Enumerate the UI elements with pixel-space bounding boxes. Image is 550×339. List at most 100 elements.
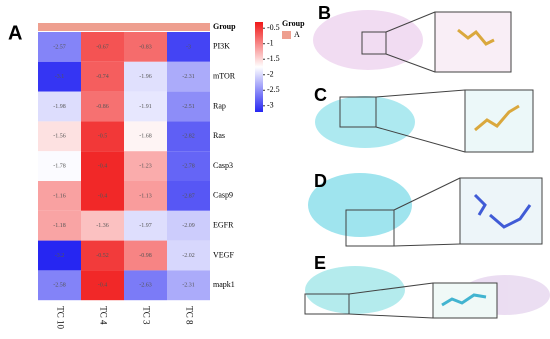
heat-cell <box>167 270 210 301</box>
cell-label: -0.52 <box>96 253 109 259</box>
protein <box>315 96 415 148</box>
heat-cell <box>124 210 167 241</box>
cell-label: -0.5 <box>98 134 108 140</box>
cell-label: -0.4 <box>98 163 108 169</box>
row-label: PI3K <box>213 42 230 51</box>
cell-label: -0.4 <box>98 193 108 199</box>
heat-cell <box>38 121 81 152</box>
heat-cell <box>167 121 210 152</box>
colorbar-tick-label: -0.5 <box>267 23 280 32</box>
cell-label: -1.16 <box>53 193 66 199</box>
cell-label: -1.97 <box>139 223 152 229</box>
cell-label: -2.02 <box>182 253 195 259</box>
row-label: mTOR <box>213 72 236 81</box>
heat-cell <box>81 181 124 211</box>
cell-label: -2.82 <box>182 134 195 140</box>
cell-label: -2.63 <box>139 283 152 289</box>
protein <box>308 173 412 237</box>
protein <box>305 266 405 314</box>
cell-label: -1.96 <box>139 74 152 80</box>
column-label: TC 10 <box>55 306 65 329</box>
cell-label: -1.13 <box>139 193 152 199</box>
cell-label: -2.87 <box>182 193 195 199</box>
colorbar <box>255 22 263 112</box>
heat-cell <box>124 240 167 271</box>
cell-label: -1.78 <box>53 163 66 169</box>
colorbar-tick-label: -2.5 <box>267 85 280 94</box>
column-label: TC 8 <box>184 306 194 325</box>
cell-label: -3.2 <box>55 253 65 259</box>
heat-cell <box>38 210 81 241</box>
cell-label: -2.51 <box>182 104 195 110</box>
heat-cell <box>81 270 124 301</box>
row-label: VEGF <box>213 250 234 259</box>
cell-label: -3.1 <box>55 74 65 80</box>
cell-label: -1.56 <box>53 134 66 140</box>
colorbar-tick-label: -2 <box>267 70 274 79</box>
heat-cell <box>124 121 167 152</box>
docking-images <box>304 10 550 319</box>
cell-label: -2.57 <box>53 44 66 50</box>
colorbar-tick-label: -1 <box>267 39 274 48</box>
zoom-line <box>385 53 436 73</box>
cell-label: -0.67 <box>96 44 109 50</box>
row-label: Casp9 <box>213 191 233 200</box>
cell-label: -2.31 <box>182 283 195 289</box>
legend-title: Group <box>282 19 305 28</box>
heat-cell <box>167 61 210 92</box>
heat-cell <box>81 32 124 62</box>
zoom-box <box>361 31 387 55</box>
cell-label: -0.83 <box>139 44 152 50</box>
cell-label: -1.91 <box>139 104 152 110</box>
cell-label: -1.68 <box>139 134 152 140</box>
heat-cell <box>167 210 210 241</box>
heat-cell <box>167 240 210 271</box>
heat-cell <box>167 151 210 181</box>
panel-label: E <box>314 253 326 273</box>
legend-swatch <box>282 31 291 39</box>
ligand <box>457 28 495 46</box>
panel-label: B <box>318 3 331 23</box>
cell-label: -0.74 <box>96 74 109 80</box>
heat-cell <box>124 181 167 211</box>
ligand <box>474 104 520 132</box>
heat-cell <box>81 240 124 271</box>
cell-label: -1.23 <box>139 163 152 169</box>
zoom-line <box>375 89 466 98</box>
zoom-line <box>375 126 466 153</box>
row-label: Rap <box>213 101 226 110</box>
heat-cell <box>38 181 81 211</box>
heat-cell <box>38 151 81 181</box>
zoom-panel <box>434 11 512 73</box>
heat-cell <box>167 32 210 62</box>
heat-cell <box>38 270 81 301</box>
zoom-panel <box>459 177 543 245</box>
cell-label: -1.98 <box>53 104 66 110</box>
heat-cell <box>81 121 124 152</box>
panel-label: A <box>8 22 22 44</box>
heat-cell <box>124 91 167 122</box>
ligand <box>473 193 532 229</box>
colorbar-tick-label: -1.5 <box>267 54 280 63</box>
cell-label: -2.09 <box>182 223 195 229</box>
panel-label: D <box>314 171 327 191</box>
group-label: Group <box>213 22 236 31</box>
cell-label: -0.86 <box>96 104 109 110</box>
group-bar <box>38 23 210 31</box>
row-label: Casp3 <box>213 161 233 170</box>
zoom-panel <box>464 89 534 153</box>
cell-label: -0.98 <box>139 253 152 259</box>
zoom-line <box>385 11 436 33</box>
heat-cell <box>38 240 81 271</box>
cell-label: -0.4 <box>98 283 108 289</box>
ligand <box>441 293 487 307</box>
zoom-line <box>348 313 434 319</box>
colorbar-tick-label: -3 <box>267 101 274 110</box>
heat-cell <box>124 151 167 181</box>
zoom-box <box>304 293 350 315</box>
column-label: TC 4 <box>98 306 108 325</box>
row-label: EGFR <box>213 221 234 230</box>
protein <box>313 10 423 70</box>
panel-label: C <box>314 85 327 105</box>
heat-cell <box>38 91 81 122</box>
